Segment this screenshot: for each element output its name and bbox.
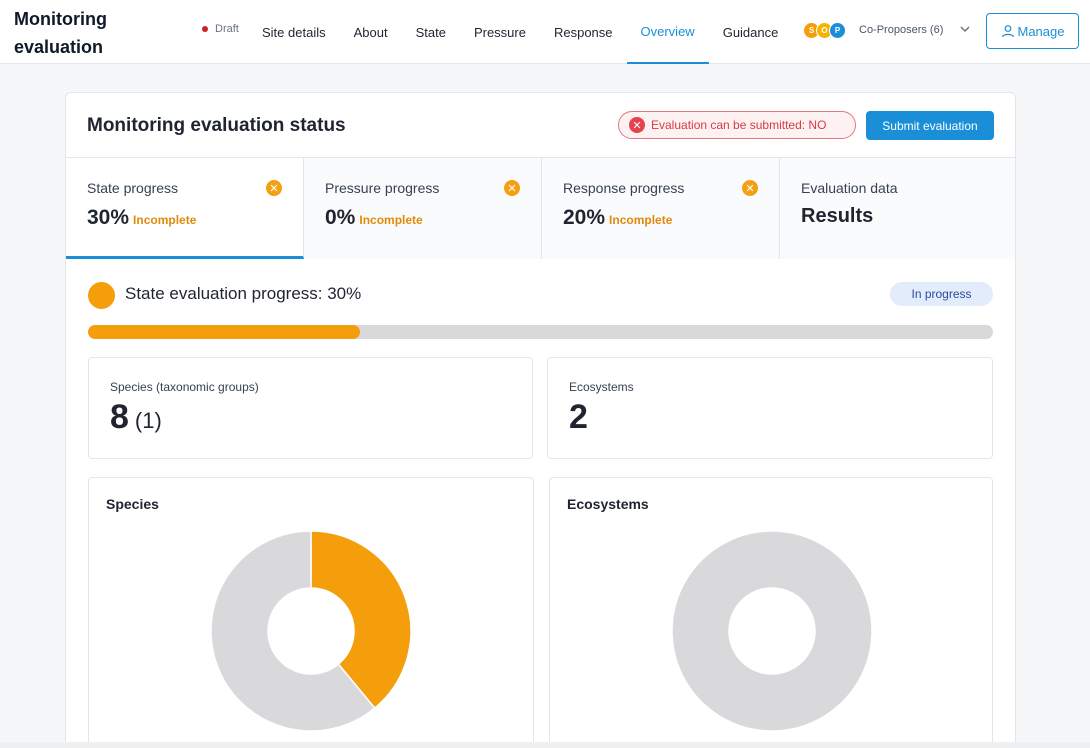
status-badge: Incomplete	[609, 213, 673, 227]
app-title: Monitoring evaluation	[14, 9, 107, 57]
nav-guidance[interactable]: Guidance	[722, 24, 779, 40]
submit-evaluation-button[interactable]: Submit evaluation	[866, 111, 994, 140]
warning-icon: ✕	[504, 180, 520, 196]
nav-site-details[interactable]: Site details	[262, 24, 326, 40]
nav-overview[interactable]: Overview	[626, 0, 709, 64]
error-icon: ✕	[629, 117, 645, 133]
chart-title: Ecosystems	[567, 496, 649, 512]
card-title: Monitoring evaluation status	[87, 115, 346, 136]
donut-slice-0	[310, 530, 412, 710]
status-badge: In progress	[890, 282, 993, 306]
status-badge: Incomplete	[133, 213, 197, 227]
species-stat: Species (taxonomic groups) 8 (1)	[88, 357, 533, 459]
tab-value: Results	[801, 205, 874, 227]
warning-icon: ✕	[266, 180, 282, 196]
bottom-strip	[0, 742, 1090, 748]
status-badge: Incomplete	[359, 213, 423, 227]
chart-title: Species	[106, 496, 159, 512]
donut-slice-1	[210, 530, 376, 732]
ecosystems-donut-chart	[671, 530, 873, 732]
species-donut-chart	[210, 530, 412, 732]
donut-slice-1	[671, 530, 873, 732]
progress-tabs: State progress ✕ 30% Incomplete Pressure …	[66, 157, 1015, 259]
warning-icon: ✕	[742, 180, 758, 196]
tab-state-progress[interactable]: State progress ✕ 30% Incomplete	[66, 158, 304, 259]
evaluation-status-card: Monitoring evaluation status ✕ Evaluatio…	[65, 92, 1016, 748]
draft-label: Draft	[215, 23, 239, 35]
user-icon	[1001, 25, 1014, 38]
ecosystems-chart-card: Ecosystems	[549, 477, 993, 748]
tab-label: Response progress	[563, 180, 685, 196]
tab-label: Pressure progress	[325, 180, 440, 196]
nav-response[interactable]: Response	[553, 24, 613, 40]
species-chart-card: Species	[88, 477, 534, 748]
manage-button[interactable]: Manage	[986, 13, 1079, 49]
section-title: State evaluation progress: 30%	[125, 284, 362, 303]
tab-percent: 30% Incomplete	[87, 206, 197, 229]
manage-label: Manage	[1017, 23, 1065, 39]
draft-status: Draft	[202, 23, 239, 35]
tab-response-progress[interactable]: Response progress ✕ 20% Incomplete	[542, 158, 780, 259]
submittable-text: Evaluation can be submitted: NO	[651, 118, 827, 132]
stat-label: Ecosystems	[569, 380, 634, 394]
chevron-down-icon[interactable]	[958, 22, 972, 36]
stat-label: Species (taxonomic groups)	[110, 380, 259, 394]
top-bar: Monitoring evaluation Draft Site details…	[0, 0, 1090, 64]
tab-label: Evaluation data	[801, 180, 898, 196]
stat-subvalue: (1)	[134, 408, 162, 433]
coproposer-avatars[interactable]: S O P	[803, 22, 846, 39]
stat-value: 2	[569, 398, 588, 436]
tab-percent: 20% Incomplete	[563, 206, 673, 229]
tab-pressure-progress[interactable]: Pressure progress ✕ 0% Incomplete	[304, 158, 542, 259]
status-dot-icon	[88, 282, 115, 309]
tab-percent: 0% Incomplete	[325, 206, 423, 229]
progress-bar-fill	[88, 325, 360, 339]
avatar: P	[829, 22, 846, 39]
stat-value: 8 (1)	[110, 398, 162, 436]
submittable-badge: ✕ Evaluation can be submitted: NO	[618, 111, 856, 139]
status-dot-icon	[202, 26, 208, 32]
nav-state[interactable]: State	[415, 24, 446, 40]
ecosystems-stat: Ecosystems 2	[547, 357, 993, 459]
progress-bar	[88, 325, 993, 339]
tab-label: State progress	[87, 180, 179, 196]
main-nav: Site details About State Pressure Respon…	[248, 0, 792, 64]
nav-pressure[interactable]: Pressure	[473, 24, 526, 40]
coproposers-label[interactable]: Co-Proposers (6)	[859, 24, 944, 36]
tab-evaluation-data[interactable]: Evaluation data Results	[780, 158, 1015, 259]
nav-about[interactable]: About	[353, 24, 388, 40]
